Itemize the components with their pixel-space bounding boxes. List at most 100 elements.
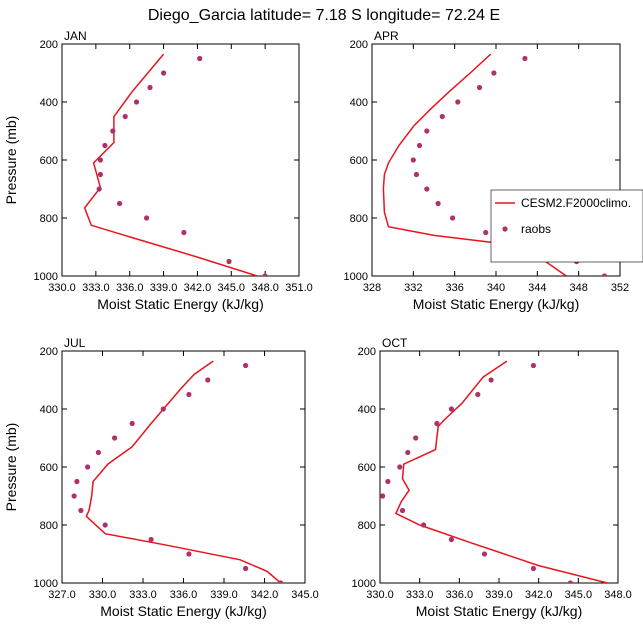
- x-tick-label: 339.0: [485, 589, 513, 601]
- raobs-point: [397, 464, 403, 470]
- raobs-point: [601, 273, 608, 276]
- model-series-line: [382, 53, 567, 276]
- y-tick-label: 400: [40, 404, 58, 416]
- raobs-point: [530, 362, 537, 369]
- raobs-point: [491, 70, 497, 76]
- x-tick-label: 328: [363, 282, 381, 294]
- raobs-point: [181, 229, 187, 236]
- y-tick-label: 200: [40, 346, 58, 358]
- y-tick-label: 600: [358, 462, 376, 474]
- legend-box: [490, 189, 643, 263]
- raobs-point: [117, 200, 123, 207]
- raobs-point: [435, 200, 441, 207]
- raobs-point: [129, 420, 135, 427]
- x-tick-label: 336.0: [116, 282, 144, 294]
- raobs-point: [133, 99, 140, 105]
- model-series-line: [394, 360, 608, 583]
- y-tick-label: 400: [350, 97, 368, 109]
- panel-jan: JAN 330.0 333.0 336.0 339.0 342.0 345.0 348.0 35…: [3, 29, 313, 312]
- raobs-point: [424, 186, 430, 192]
- raobs-point: [74, 478, 80, 485]
- raobs-point: [112, 435, 118, 441]
- x-tick-label: 330.0: [366, 589, 394, 601]
- raobs-point: [439, 113, 445, 120]
- plot-area: [380, 360, 608, 583]
- panel-label: JUL: [64, 336, 86, 350]
- y-tick-label: 1000: [34, 271, 58, 283]
- raobs-point: [78, 507, 84, 514]
- panel-apr: APR 328 332 336 340 344 348 352 200 400 600 800 1000…: [344, 29, 630, 312]
- raobs-point: [186, 551, 192, 557]
- raobs-point: [262, 273, 268, 276]
- panel-label: OCT: [382, 336, 408, 350]
- raobs-point: [424, 128, 430, 134]
- x-tick-label: 332: [404, 282, 422, 294]
- raobs-point: [278, 580, 284, 583]
- plot-area: [71, 360, 284, 583]
- raobs-point: [488, 377, 494, 383]
- x-tick-label: 342.0: [184, 282, 212, 294]
- y-tick-label: 600: [40, 462, 58, 474]
- y-tick-label: 600: [350, 155, 368, 167]
- y-tick-label: 600: [40, 155, 58, 167]
- x-tick-label: 333.0: [82, 282, 110, 294]
- x-axis-title: Moist Static Energy (kJ/kg): [97, 296, 264, 312]
- x-tick-label: 342.0: [251, 589, 279, 601]
- raobs-point: [476, 84, 483, 91]
- raobs-point: [385, 478, 391, 485]
- raobs-point: [567, 580, 573, 583]
- x-tick-label: 351.0: [285, 282, 313, 294]
- raobs-point: [97, 171, 103, 178]
- model-series-line: [83, 53, 258, 276]
- y-tick-label: 800: [40, 213, 58, 225]
- x-tick-label: 348.0: [604, 589, 632, 601]
- raobs-point: [522, 55, 528, 62]
- raobs-point: [380, 493, 386, 499]
- y-axis-title: Pressure (mb): [3, 116, 19, 205]
- raobs-point: [448, 406, 454, 412]
- y-tick-label: 400: [358, 404, 376, 416]
- x-tick-label: 339.0: [210, 589, 238, 601]
- raobs-point: [448, 536, 454, 543]
- raobs-point: [399, 507, 406, 514]
- raobs-point: [186, 391, 192, 398]
- y-axis-title: Pressure (mb): [3, 423, 19, 512]
- raobs-point: [144, 215, 150, 221]
- raobs-point: [122, 113, 128, 120]
- x-tick-label: 342.0: [525, 589, 553, 601]
- raobs-point: [243, 362, 249, 369]
- raobs-point: [530, 565, 537, 572]
- y-tick-label: 200: [350, 39, 368, 51]
- raobs-point: [475, 391, 481, 398]
- y-tick-label: 800: [350, 213, 368, 225]
- y-tick-label: 800: [40, 520, 58, 532]
- raobs-point: [102, 522, 108, 528]
- x-tick-label: 336: [445, 282, 463, 294]
- raobs-point: [413, 435, 419, 441]
- y-tick-label: 800: [358, 520, 376, 532]
- raobs-point: [147, 84, 153, 91]
- raobs-point: [434, 420, 440, 427]
- panel-oct: OCT 330.0 333.0 336.0 339.0 342.0 345.0 348.0 20…: [352, 336, 632, 619]
- panel-jul: JUL 327.0 330.0 333.0 336.0 339.0 342.0 345.0 20…: [3, 336, 319, 619]
- raobs-point: [413, 171, 419, 178]
- panel-label: APR: [374, 29, 399, 43]
- x-tick-label: 336.0: [170, 589, 198, 601]
- x-axis-title: Moist Static Energy (kJ/kg): [416, 603, 583, 619]
- x-tick-label: 330.0: [89, 589, 117, 601]
- model-series-line: [85, 360, 282, 583]
- raobs-point: [416, 142, 423, 149]
- raobs-point: [148, 536, 154, 543]
- raobs-point: [410, 157, 416, 163]
- raobs-point: [197, 55, 203, 62]
- panels: JAN 330.0 333.0 336.0 339.0 342.0 345.0 348.0 35…: [3, 29, 632, 619]
- x-tick-label: 333.0: [129, 589, 157, 601]
- raobs-point: [481, 551, 488, 557]
- y-tick-label: 1000: [344, 271, 368, 283]
- plot-frame: [379, 350, 619, 584]
- x-tick-label: 345.0: [291, 589, 319, 601]
- y-tick-label: 200: [40, 39, 58, 51]
- raobs-point: [95, 449, 101, 456]
- raobs-point: [96, 186, 102, 192]
